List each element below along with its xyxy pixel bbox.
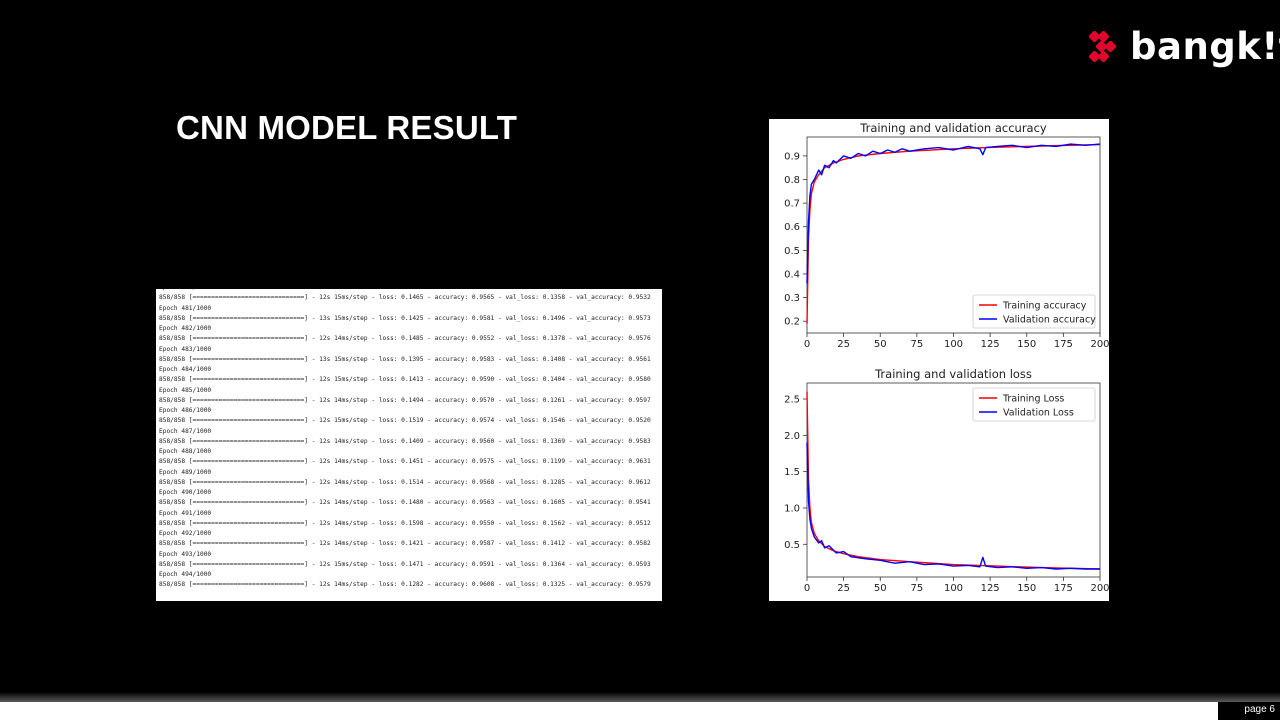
- legend-label: Validation accuracy: [1003, 315, 1096, 326]
- x-tick-label: 175: [1054, 339, 1073, 350]
- logo-text: bangk!t: [1130, 25, 1280, 68]
- x-tick-label: 150: [1017, 339, 1036, 350]
- log-line: 858/858 [==============================]…: [159, 314, 651, 322]
- legend-label: Validation Loss: [1003, 408, 1074, 419]
- log-line: 858/858 [==============================]…: [159, 396, 651, 404]
- x-tick-label: 100: [944, 583, 963, 594]
- log-line: 858/858 [==============================]…: [159, 499, 651, 507]
- log-line: 858/858 [==============================]…: [159, 560, 651, 568]
- log-line: 858/858 [==============================]…: [159, 417, 651, 425]
- log-line: Epoch 487/1000: [159, 427, 212, 435]
- y-tick-label: 1.0: [784, 503, 800, 514]
- y-tick-label: 0.9: [784, 151, 800, 162]
- x-tick-label: 25: [837, 583, 850, 594]
- bangkit-logo: bangk!t: [1088, 26, 1280, 72]
- page-number: page 6: [1244, 704, 1275, 715]
- log-line: Epoch 483/1000: [159, 345, 212, 353]
- log-line: 858/858 [==============================]…: [159, 540, 651, 548]
- x-tick-label: 125: [981, 339, 1000, 350]
- legend-label: Training Loss: [1002, 394, 1064, 405]
- log-line: Epoch 482/1000: [159, 325, 212, 332]
- x-tick-label: 75: [911, 339, 924, 350]
- x-tick-label: 0: [804, 339, 810, 350]
- log-line: 858/858 [==============================]…: [159, 437, 651, 445]
- page-number-box: page 6: [1218, 702, 1280, 720]
- accuracy-chart: Training and validation accuracy 0 25 50 75 1…: [784, 121, 1109, 350]
- logo-mark-icon: [1088, 30, 1117, 63]
- log-line: Epoch 486/1000: [159, 407, 212, 414]
- series-line-validation: [806, 143, 1101, 284]
- x-tick-label: 75: [911, 583, 924, 594]
- x-tick-label: 50: [874, 583, 887, 594]
- legend-box: [972, 387, 1096, 422]
- chart-title: Training and validation loss: [874, 367, 1032, 381]
- log-line: 858/858 [==============================]…: [159, 355, 651, 363]
- x-tick-label: 0: [804, 583, 810, 594]
- log-line: Epoch 490/1000: [159, 489, 212, 496]
- series-line-validation: [806, 442, 1100, 570]
- y-tick-label: 0.6: [784, 222, 800, 233]
- log-line: Epoch 484/1000: [159, 366, 212, 373]
- log-line: Epoch 481/1000: [159, 304, 212, 312]
- slide-title: CNN MODEL RESULT: [176, 109, 518, 146]
- training-charts: Training and validation accuracy 0 25 50 75 1…: [769, 119, 1109, 601]
- x-tick-label: 50: [874, 339, 887, 350]
- log-line: Epoch 488/1000: [159, 448, 212, 455]
- log-line: Epoch 493/1000: [159, 550, 212, 558]
- y-tick-label: 0.4: [784, 269, 800, 280]
- log-line: Epoch 480/1000: [159, 289, 662, 293]
- log-line: 858/858 [==============================]…: [159, 376, 651, 384]
- y-tick-label: 2.5: [784, 394, 800, 405]
- log-line: 858/858 [==============================]…: [159, 458, 651, 466]
- x-tick-label: 200: [1090, 339, 1109, 350]
- legend-label: Training accuracy: [1002, 301, 1087, 312]
- loss-chart: Training and validation loss 0 25 50 75 100 12…: [784, 367, 1109, 594]
- log-line: 858/858 [==============================]…: [159, 581, 651, 589]
- chart-title: Training and validation accuracy: [859, 121, 1047, 135]
- x-tick-label: 175: [1054, 583, 1073, 594]
- log-line: 858/858 [==============================]…: [159, 478, 651, 486]
- y-tick-label: 0.7: [784, 199, 800, 210]
- log-line: Epoch 492/1000: [159, 530, 212, 537]
- y-tick-label: 0.5: [784, 246, 800, 257]
- y-tick-label: 0.2: [784, 317, 800, 328]
- log-line: 858/858 [==============================]…: [159, 519, 651, 527]
- log-line: 858/858 [==============================]…: [159, 294, 651, 302]
- footer-gradient-bar: [0, 692, 1280, 702]
- log-line: 858/858 [==============================]…: [159, 335, 651, 343]
- log-line: Epoch 489/1000: [159, 468, 212, 476]
- x-tick-label: 25: [837, 339, 850, 350]
- footer-strip: [0, 702, 1218, 720]
- y-tick-label: 1.5: [784, 467, 800, 478]
- y-tick-label: 0.8: [784, 175, 800, 186]
- x-tick-label: 100: [944, 339, 963, 350]
- y-tick-label: 2.0: [784, 431, 800, 442]
- log-line: Epoch 494/1000: [159, 571, 212, 578]
- y-tick-label: 0.3: [784, 293, 800, 304]
- y-tick-label: 0.5: [784, 540, 800, 551]
- log-line: Epoch 485/1000: [159, 386, 212, 394]
- x-tick-label: 125: [981, 583, 1000, 594]
- log-line: Epoch 491/1000: [159, 509, 212, 517]
- legend-box: [972, 294, 1096, 329]
- x-tick-label: 150: [1017, 583, 1036, 594]
- x-tick-label: 200: [1090, 583, 1109, 594]
